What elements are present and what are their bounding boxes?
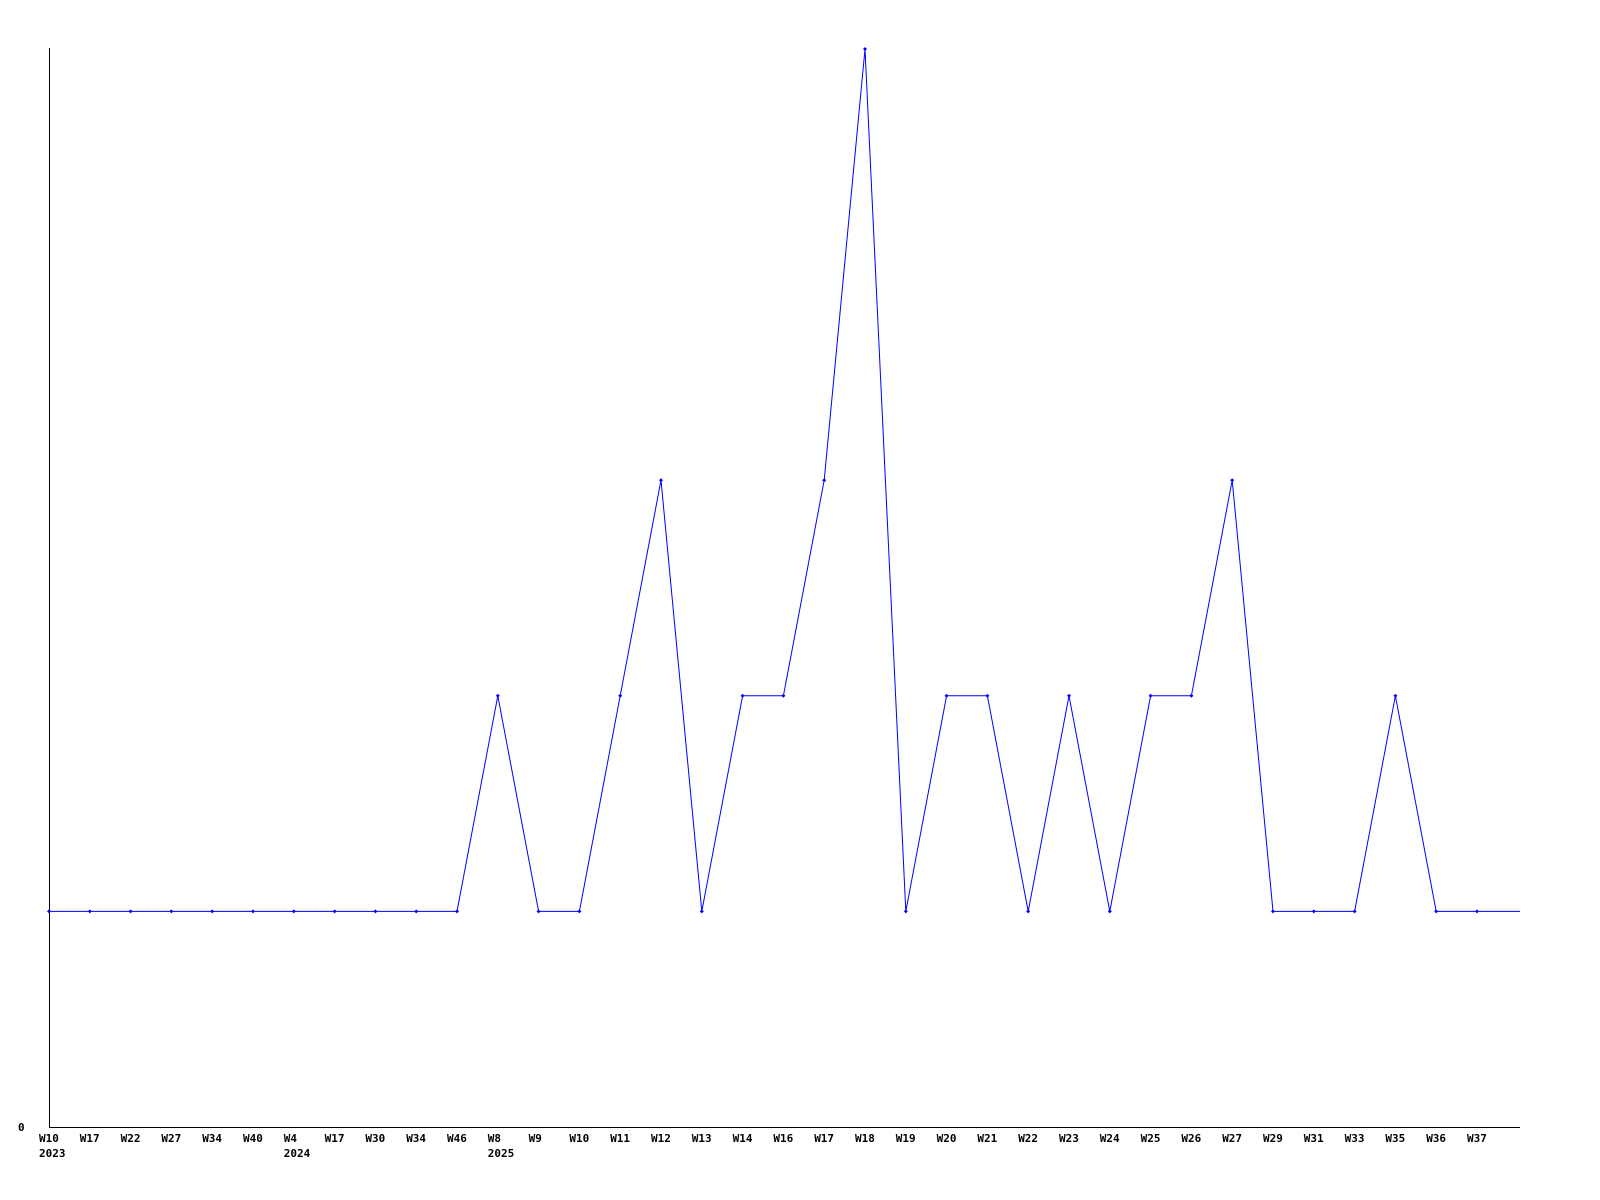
x-tick-labels: W10 W17 W22 W27 W34 W40 W4 W17 W30 W34 W46 W8 W9 W10 W… bbox=[39, 1132, 1487, 1160]
x-tick-label: W31 bbox=[1304, 1132, 1324, 1145]
x-tick-label: W10 bbox=[569, 1132, 589, 1145]
x-tick-label: W25 bbox=[1141, 1132, 1161, 1145]
x-tick-label: W9 bbox=[529, 1132, 542, 1145]
x-tick-label: W17 bbox=[325, 1132, 345, 1145]
data-point bbox=[373, 909, 378, 914]
data-point bbox=[1107, 909, 1112, 914]
x-tick-label: W46 bbox=[447, 1132, 467, 1145]
x-tick-label: W26 bbox=[1181, 1132, 1201, 1145]
x-tick-label: W18 bbox=[855, 1132, 875, 1145]
x-tick-label: W12 bbox=[651, 1132, 671, 1145]
data-point bbox=[87, 909, 92, 914]
data-point bbox=[1311, 909, 1316, 914]
data-point bbox=[659, 478, 663, 483]
x-tick-label: W23 bbox=[1059, 1132, 1079, 1145]
data-point bbox=[1148, 693, 1153, 698]
data-point bbox=[169, 909, 174, 914]
data-point bbox=[291, 909, 296, 914]
data-point bbox=[740, 693, 745, 698]
data-point bbox=[210, 909, 215, 914]
data-point bbox=[414, 909, 419, 914]
x-tick-label: W30 bbox=[365, 1132, 385, 1145]
data-point bbox=[1230, 478, 1235, 483]
x-tick-label: W34 bbox=[202, 1132, 222, 1145]
x-tick-label: W14 bbox=[733, 1132, 753, 1145]
x-tick-label: W24 bbox=[1100, 1132, 1120, 1145]
data-point bbox=[1189, 693, 1194, 698]
data-point bbox=[618, 693, 623, 698]
data-point bbox=[822, 478, 827, 483]
data-point bbox=[1067, 693, 1071, 698]
x-year-label: 2023 bbox=[39, 1147, 66, 1160]
x-tick-label: W40 bbox=[243, 1132, 263, 1145]
data-point bbox=[781, 693, 786, 698]
x-tick-label: W19 bbox=[896, 1132, 916, 1145]
x-year-label: 2024 bbox=[284, 1147, 311, 1160]
series-line bbox=[49, 48, 1520, 912]
x-tick-label: W10 bbox=[39, 1132, 59, 1145]
x-tick-label: W36 bbox=[1426, 1132, 1446, 1145]
x-year-label: 2025 bbox=[488, 1147, 515, 1160]
data-point bbox=[903, 909, 908, 914]
x-tick-label: W22 bbox=[1018, 1132, 1038, 1145]
data-point bbox=[944, 693, 949, 698]
x-tick-label: W27 bbox=[161, 1132, 181, 1145]
data-point bbox=[332, 909, 337, 914]
data-point bbox=[1393, 693, 1398, 698]
x-tick-label: W34 bbox=[406, 1132, 426, 1145]
x-tick-label: W33 bbox=[1345, 1132, 1365, 1145]
x-tick-label: W35 bbox=[1385, 1132, 1405, 1145]
x-tick-label: W17 bbox=[80, 1132, 100, 1145]
x-tick-label: W4 bbox=[284, 1132, 298, 1145]
data-point bbox=[577, 909, 582, 914]
x-tick-label: W17 bbox=[814, 1132, 834, 1145]
series-line-group bbox=[47, 47, 1520, 914]
data-point bbox=[495, 693, 500, 698]
data-point bbox=[1475, 909, 1479, 914]
data-point bbox=[1271, 909, 1275, 914]
x-tick-label: W29 bbox=[1263, 1132, 1283, 1145]
data-point bbox=[455, 909, 459, 914]
data-point bbox=[699, 909, 704, 914]
x-tick-label: W22 bbox=[121, 1132, 141, 1145]
data-point bbox=[985, 693, 990, 698]
x-tick-label: W20 bbox=[937, 1132, 957, 1145]
x-tick-label: W27 bbox=[1222, 1132, 1242, 1145]
x-tick-label: W16 bbox=[773, 1132, 793, 1145]
x-tick-label: W11 bbox=[610, 1132, 630, 1145]
y-tick-label: 0 bbox=[18, 1121, 25, 1134]
x-tick-label: W21 bbox=[977, 1132, 997, 1145]
data-point bbox=[128, 909, 133, 914]
x-tick-label: W8 bbox=[488, 1132, 501, 1145]
data-point bbox=[863, 47, 867, 51]
data-point bbox=[251, 909, 255, 914]
x-tick-label: W13 bbox=[692, 1132, 712, 1145]
data-point bbox=[1352, 909, 1357, 914]
data-point bbox=[1026, 909, 1031, 914]
data-point bbox=[536, 909, 541, 914]
x-tick-label: W37 bbox=[1467, 1132, 1487, 1145]
data-point bbox=[1434, 909, 1439, 914]
data-point bbox=[47, 909, 51, 914]
